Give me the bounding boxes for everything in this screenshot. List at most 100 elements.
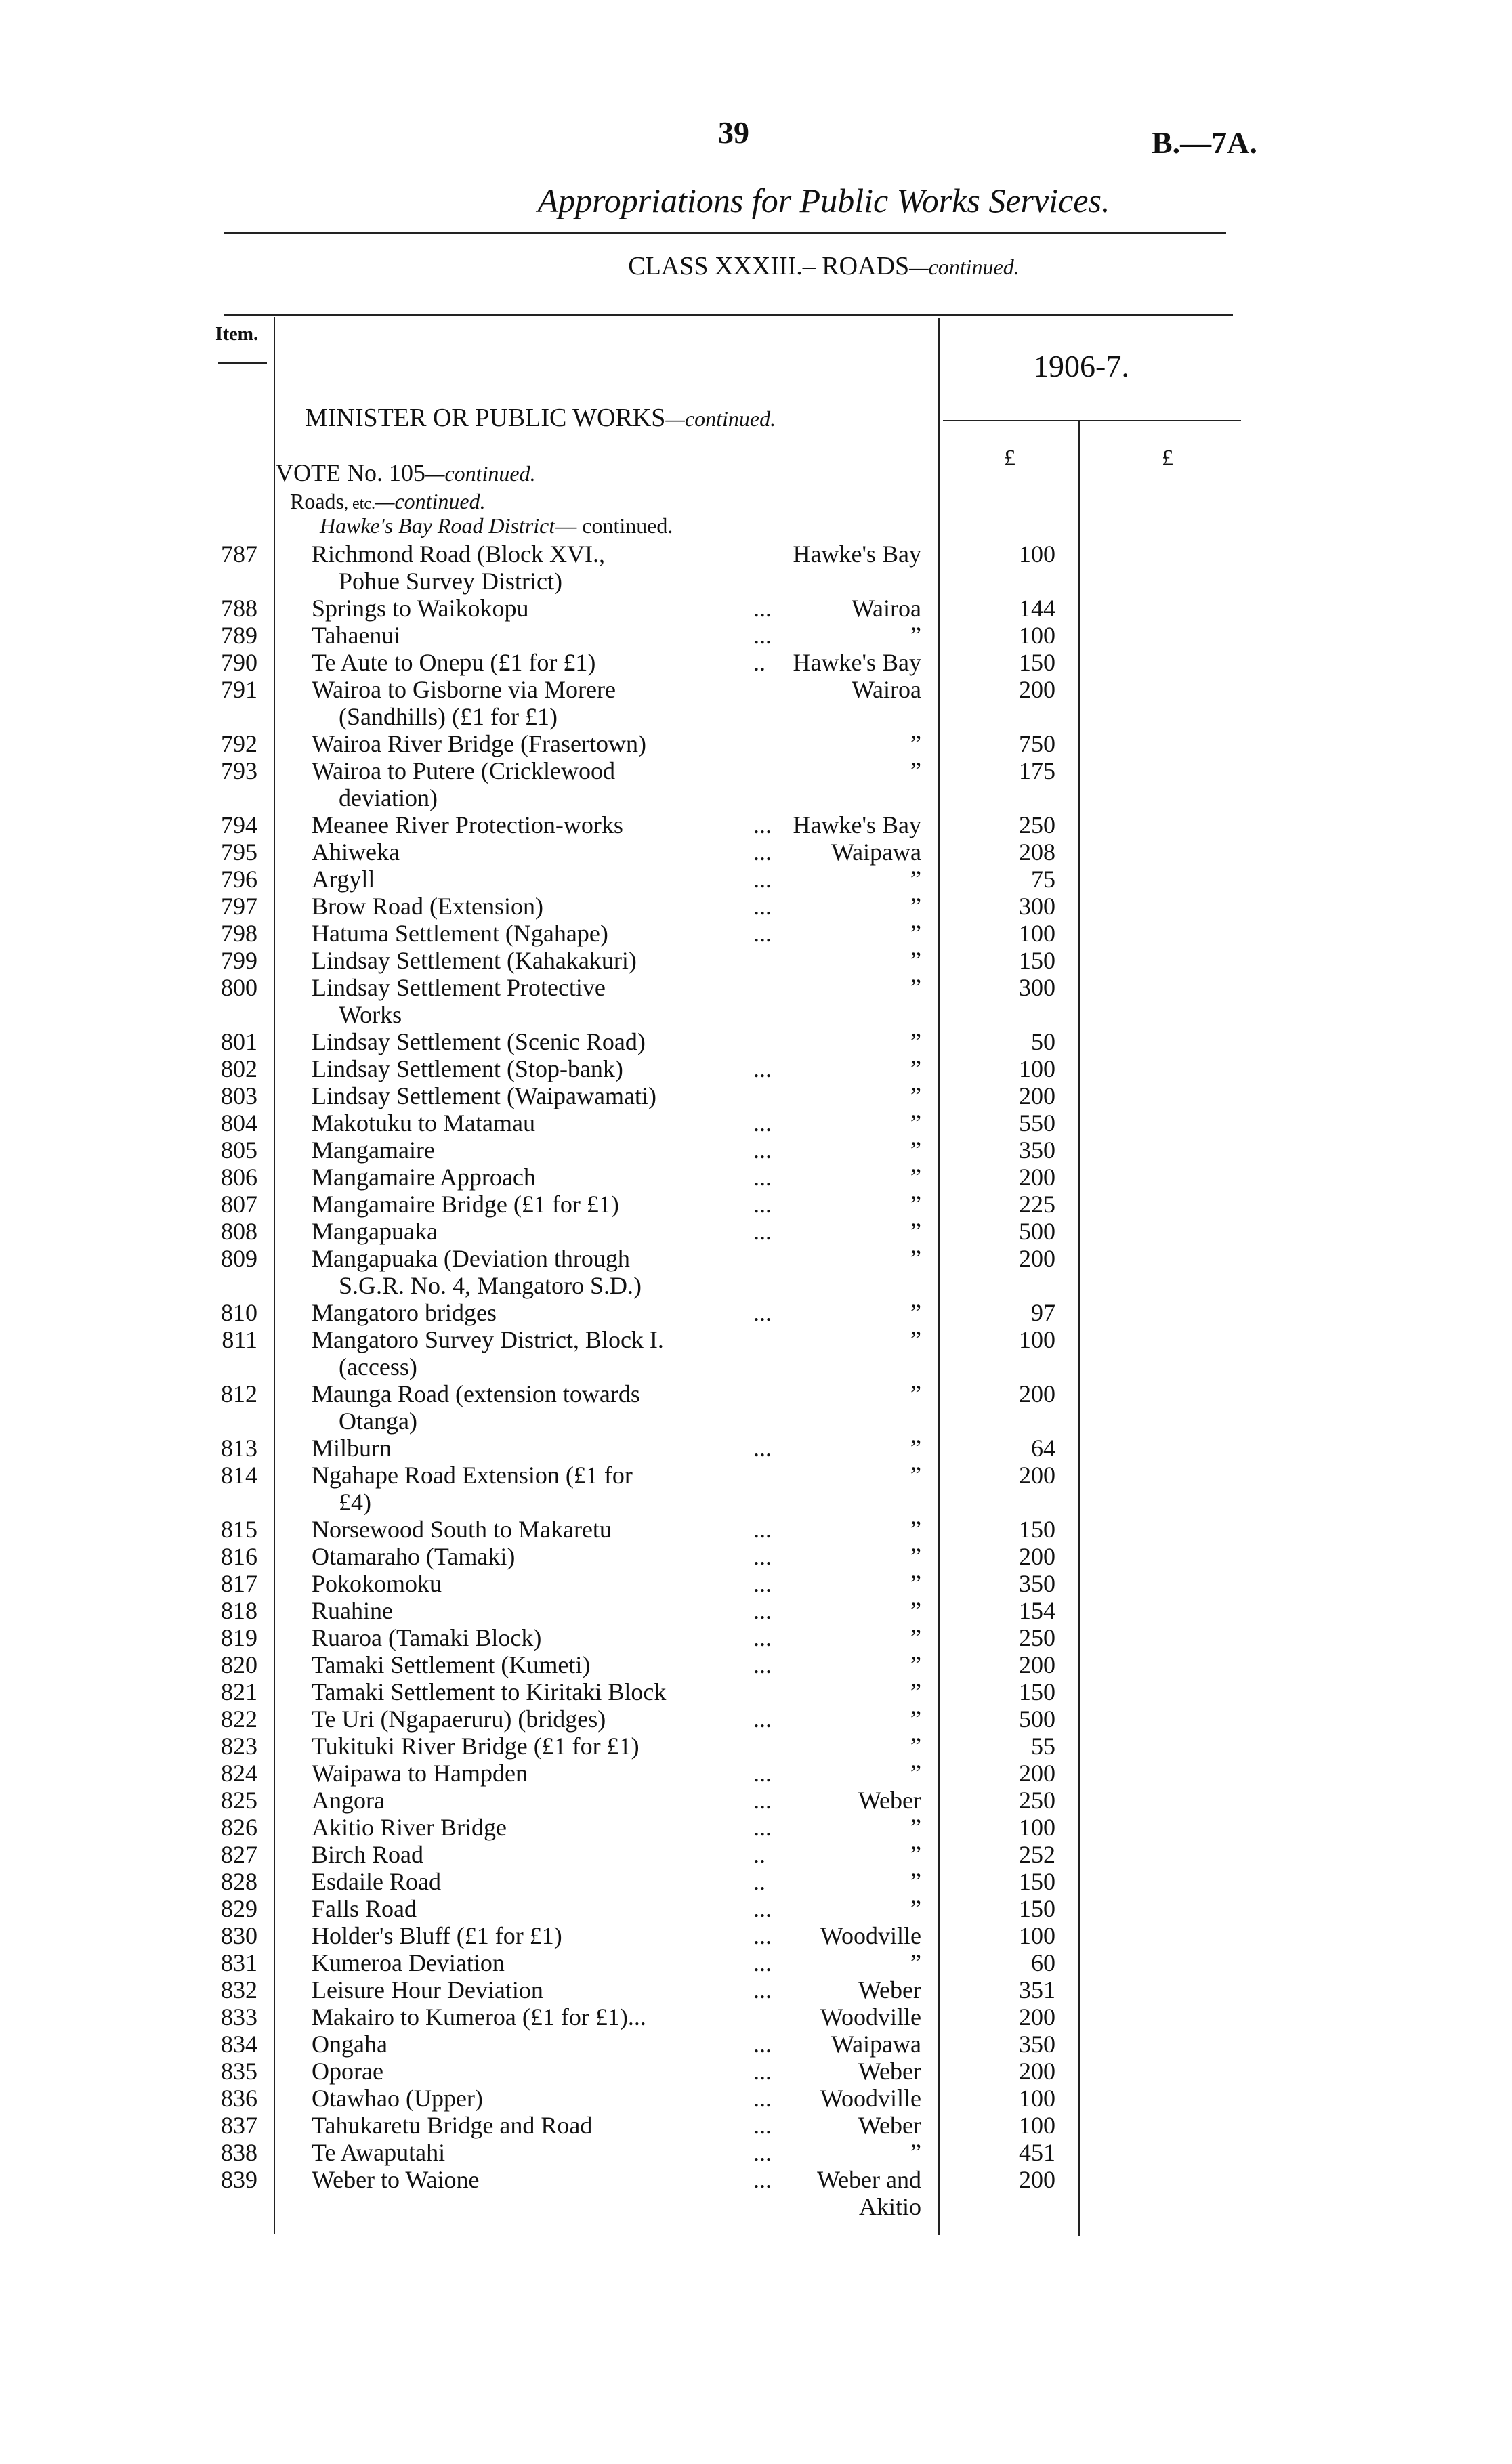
item-amount: 100 <box>1019 1814 1055 1841</box>
table-row: 801 Lindsay Settlement (Scenic Road) ” 50 <box>203 1028 1084 1055</box>
column-rule <box>274 317 275 2234</box>
item-district: ” <box>910 1326 921 1353</box>
description-line: Lindsay Settlement (Kahakakuri) <box>312 947 637 974</box>
item-description: Otawhao (Upper) <box>312 2085 745 2112</box>
item-description: Otamaraho (Tamaki) <box>312 1543 745 1570</box>
pound-unit: £ <box>1162 446 1173 471</box>
item-amount: 208 <box>1019 838 1055 866</box>
table-row: 812 Maunga Road (extension towards Otanga)… <box>203 1380 1084 1435</box>
table-row: 811 Mangatoro Survey District, Block I. (a… <box>203 1326 1084 1380</box>
minister-text: MINISTER OR PUBLIC WORKS <box>305 404 666 432</box>
leader-dots: ... <box>753 1787 772 1814</box>
description-line: Wairoa to Gisborne via Morere <box>312 676 616 703</box>
item-amount: 100 <box>1019 920 1055 947</box>
description-line: Falls Road <box>312 1895 417 1922</box>
leader-dots: ... <box>753 2031 772 2058</box>
item-district: ” <box>910 1245 921 1272</box>
item-district: ” <box>910 2139 921 2166</box>
item-description: Wairoa to Gisborne via Morere (Sandhills)… <box>312 676 745 730</box>
item-amount: 50 <box>1031 1028 1055 1055</box>
item-description: Falls Road <box>312 1895 745 1922</box>
item-description: Leisure Hour Deviation <box>312 1976 745 2003</box>
item-description: Milburn <box>312 1435 745 1462</box>
item-amount: 150 <box>1019 947 1055 974</box>
table-row: 839 Weber to Waione... Weber and Akitio 200 <box>203 2166 1084 2220</box>
item-description: Tamaki Settlement to Kiritaki Block <box>312 1678 745 1705</box>
item-district: ” <box>910 1597 921 1624</box>
description-line: Ruaroa (Tamaki Block) <box>312 1624 542 1651</box>
item-district: Hawke's Bay <box>793 649 921 676</box>
table-row: 794 Meanee River Protection-works... Hawke… <box>203 811 1084 838</box>
description-line: Ngahape Road Extension (£1 for <box>312 1462 633 1489</box>
description-line: Te Uri (Ngapaeruru) (bridges) <box>312 1705 606 1733</box>
district-suffix: — continued. <box>555 513 673 538</box>
leader-dots: ... <box>753 866 772 893</box>
description-line: Richmond Road (Block XVI., <box>312 540 605 568</box>
item-description: Holder's Bluff (£1 for £1) <box>312 1922 745 1949</box>
item-district: ” <box>910 1109 921 1137</box>
table-row: 838 Te Awaputahi... ” 451 <box>203 2139 1084 2166</box>
item-amount: 200 <box>1019 1543 1055 1570</box>
item-amount: 55 <box>1031 1733 1055 1760</box>
item-number: 833 <box>221 2003 257 2031</box>
item-number: 796 <box>221 866 257 893</box>
description-line: Makotuku to Matamau <box>312 1109 535 1137</box>
item-amount: 250 <box>1019 1787 1055 1814</box>
item-district: ” <box>910 1543 921 1570</box>
minister-suffix: —continued. <box>665 406 776 431</box>
item-district: ” <box>910 1705 921 1733</box>
leader-dots: ... <box>753 1624 772 1651</box>
description-line: (access) <box>339 1353 417 1380</box>
item-amount: 150 <box>1019 1895 1055 1922</box>
item-number: 817 <box>221 1570 257 1597</box>
item-amount: 350 <box>1019 1570 1055 1597</box>
item-district: Weber <box>858 1976 921 2003</box>
item-district: ” <box>910 1055 921 1082</box>
description-line: Ongaha <box>312 2031 387 2058</box>
leader-dots: ... <box>753 1949 772 1976</box>
description-line: Otanga) <box>339 1407 417 1435</box>
item-amount: 150 <box>1019 1678 1055 1705</box>
item-amount: 150 <box>1019 1516 1055 1543</box>
item-number: 789 <box>221 622 257 649</box>
item-district: ” <box>910 1164 921 1191</box>
table-row: 832 Leisure Hour Deviation... Weber 351 <box>203 1976 1084 2003</box>
item-description: Lindsay Settlement (Waipawamati) <box>312 1082 745 1109</box>
item-description: Wairoa to Putere (Cricklewood deviation) <box>312 757 745 811</box>
description-line: Kumeroa Deviation <box>312 1949 505 1976</box>
item-description: Mangapuaka (Deviation through S.G.R. No. … <box>312 1245 745 1299</box>
item-district: Wairoa <box>851 595 921 622</box>
table-row: 797 Brow Road (Extension)... ” 300 <box>203 893 1084 920</box>
table-row: 816 Otamaraho (Tamaki)... ” 200 <box>203 1543 1084 1570</box>
item-amount: 252 <box>1019 1841 1055 1868</box>
divider <box>943 420 1241 421</box>
column-rule <box>938 318 940 2235</box>
description-line: Angora <box>312 1787 385 1814</box>
description-line: Milburn <box>312 1435 392 1462</box>
table-row: 835 Oporae... Weber 200 <box>203 2058 1084 2085</box>
item-description: Hatuma Settlement (Ngahape) <box>312 920 745 947</box>
description-line: Lindsay Settlement (Waipawamati) <box>312 1082 656 1109</box>
table-row: 836 Otawhao (Upper)... Woodville 100 <box>203 2085 1084 2112</box>
item-district: ” <box>910 1949 921 1976</box>
table-row: 821 Tamaki Settlement to Kiritaki Block ” 1… <box>203 1678 1084 1705</box>
item-amount: 200 <box>1019 1164 1055 1191</box>
leader-dots: ... <box>753 1055 772 1082</box>
item-district: ” <box>910 1624 921 1651</box>
table-row: 826 Akitio River Bridge... ” 100 <box>203 1814 1084 1841</box>
item-description: Te Awaputahi <box>312 2139 745 2166</box>
description-line: Pohue Survey District) <box>339 568 562 595</box>
item-amount: 200 <box>1019 1082 1055 1109</box>
item-number: 799 <box>221 947 257 974</box>
item-amount: 75 <box>1031 866 1055 893</box>
item-description: Makairo to Kumeroa (£1 for £1)... <box>312 2003 745 2031</box>
item-number: 834 <box>221 2031 257 2058</box>
item-number: 787 <box>221 540 257 568</box>
item-description: Waipawa to Hampden <box>312 1760 745 1787</box>
table-row: 791 Wairoa to Gisborne via Morere (Sandhil… <box>203 676 1084 730</box>
leader-dots: ... <box>753 2166 772 2193</box>
item-number: 827 <box>221 1841 257 1868</box>
table-row: 834 Ongaha... Waipawa 350 <box>203 2031 1084 2058</box>
item-description: Makotuku to Matamau <box>312 1109 745 1137</box>
item-district: ” <box>910 1760 921 1787</box>
